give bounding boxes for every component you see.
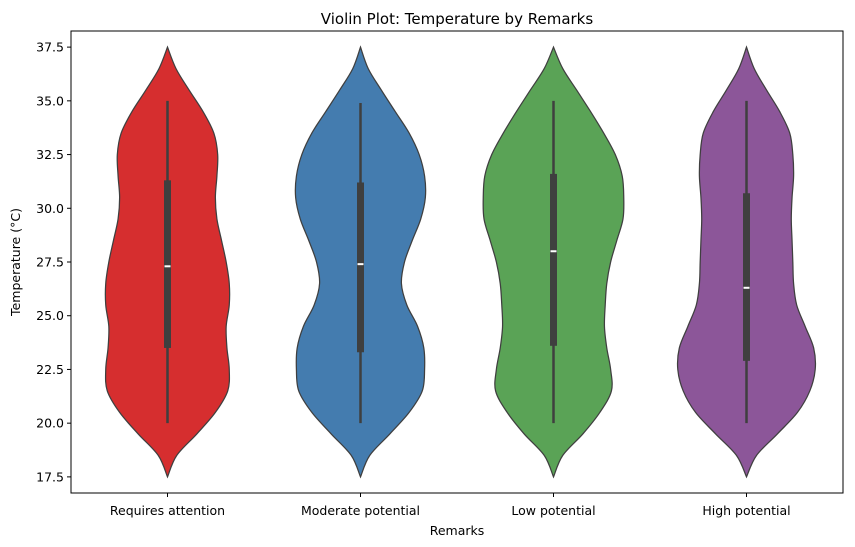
y-tick-label: 27.5	[36, 255, 64, 270]
iqr-box	[164, 180, 171, 348]
y-axis-label: Temperature (°C)	[8, 208, 23, 317]
x-tick-label: High potential	[702, 503, 790, 518]
y-axis: 17.5 20.0 22.5 25.0 27.5 30.0 32.5 35.0 37.5	[36, 40, 71, 484]
y-tick-label: 35.0	[36, 93, 64, 108]
violin-high-potential	[676, 45, 817, 479]
y-tick-label: 37.5	[36, 40, 64, 55]
chart-title: Violin Plot: Temperature by Remarks	[321, 10, 594, 28]
plot-area	[104, 45, 817, 479]
violin-moderate-potential	[294, 45, 427, 479]
y-tick-label: 20.0	[36, 416, 64, 431]
x-tick-label: Requires attention	[110, 503, 225, 518]
x-axis-label: Remarks	[430, 523, 485, 538]
y-tick-label: 25.0	[36, 308, 64, 323]
y-tick-label: 17.5	[36, 469, 64, 484]
violin-low-potential	[482, 45, 625, 479]
y-tick-label: 22.5	[36, 362, 64, 377]
y-tick-label: 32.5	[36, 147, 64, 162]
x-tick-label: Low potential	[511, 503, 595, 518]
x-tick-label: Moderate potential	[301, 503, 420, 518]
y-tick-label: 30.0	[36, 201, 64, 216]
iqr-box	[550, 173, 557, 346]
iqr-box	[357, 182, 364, 353]
x-axis: Requires attention Moderate potential Low …	[110, 493, 791, 518]
violin-requires-attention	[104, 45, 231, 479]
iqr-box	[743, 193, 750, 361]
